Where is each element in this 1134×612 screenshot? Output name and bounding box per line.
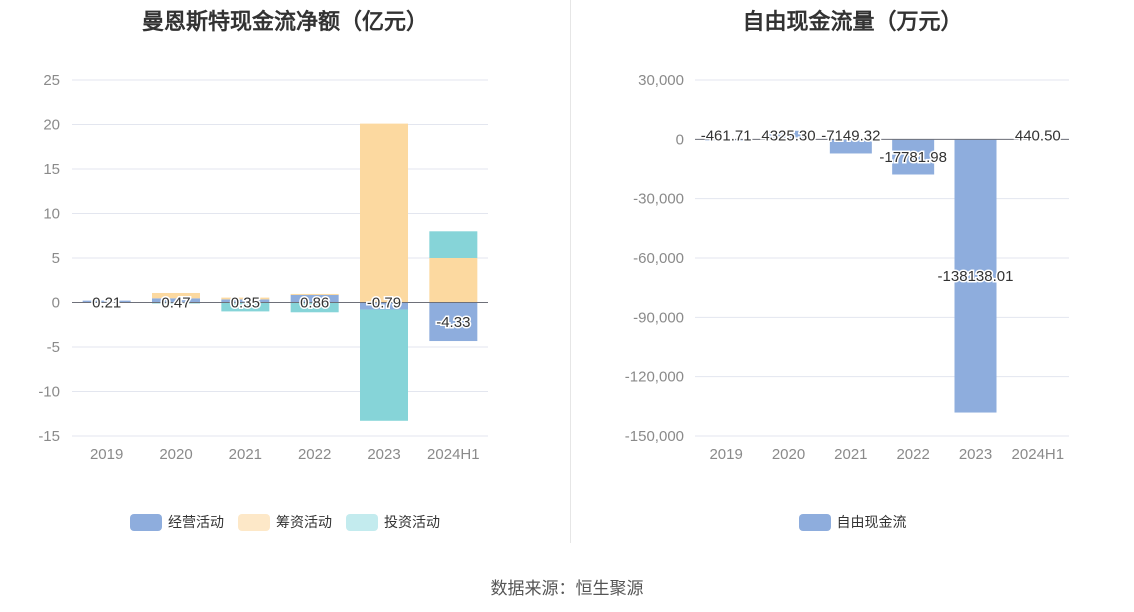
bar-2-2 (221, 302, 270, 312)
legend-swatch (346, 513, 378, 531)
legend-label: 经营活动 (168, 515, 224, 531)
cashflow-legend: 经营活动 筹资活动 投资活动 (0, 512, 570, 532)
bar-0-2 (221, 299, 270, 303)
bar-1-1 (152, 292, 200, 299)
bar-0-4 (954, 139, 997, 413)
data-label: -461.71 (701, 127, 752, 144)
cashflow-chart: 25 20 15 10 5 0 -5 -10 -15 2019 2020 2021 2022 2023 20… (38, 72, 488, 463)
x-tick-label: 2021 (229, 446, 262, 463)
panel-divider (570, 0, 571, 543)
data-label: 0.86 (300, 295, 329, 312)
legend-label: 筹资活动 (276, 515, 332, 531)
y-tick-label: -60,000 (633, 250, 684, 267)
y-tick-label: -90,000 (633, 309, 684, 326)
legend-swatch (238, 513, 270, 531)
bar-2-3 (290, 302, 339, 313)
x-tick-label: 2024H1 (427, 446, 480, 463)
x-tick-label: 2019 (90, 446, 123, 463)
bar-1-3 (290, 293, 339, 295)
x-tick-label: 2023 (367, 446, 400, 463)
data-label: 0.47 (161, 295, 190, 312)
y-tick-label: 0 (676, 131, 684, 148)
bar-0-4 (360, 302, 408, 310)
data-label: -0.79 (367, 295, 401, 312)
fcf-chart-panel: 自由现金流量（万元） 30,000 0 -30,000 -60,000 -90,000 -… (571, 0, 1134, 560)
bar-2-5 (429, 231, 478, 258)
fcf-chart-title: 自由现金流量（万元） (742, 10, 963, 35)
bar-0-2 (829, 139, 872, 154)
bar-1-4 (360, 123, 408, 303)
x-tick-label: 2021 (834, 446, 867, 463)
bar-0-3 (290, 294, 339, 303)
x-tick-label: 2024H1 (1012, 446, 1065, 463)
legend-item[interactable]: 筹资活动 (238, 512, 332, 532)
legend-item[interactable]: 经营活动 (130, 512, 224, 532)
legend-item[interactable]: 自由现金流 (798, 512, 907, 532)
y-tick-label: -10 (38, 384, 60, 401)
y-tick-label: 0 (52, 295, 60, 312)
y-tick-label: 15 (43, 161, 60, 178)
y-tick-label: 20 (43, 117, 60, 134)
x-tick-label: 2022 (896, 446, 929, 463)
y-tick-label: -120,000 (625, 369, 684, 386)
legend-label: 投资活动 (384, 515, 440, 531)
y-tick-label: 5 (52, 250, 60, 267)
legend-label: 自由现金流 (836, 515, 907, 531)
cashflow-chart-panel: 曼恩斯特现金流净额（亿元） 25 20 15 10 5 0 -5 -10 -15 2019 2020… (0, 0, 570, 560)
fcf-legend: 自由现金流 (571, 512, 1134, 532)
data-source: 数据来源：恒生聚源 (490, 579, 644, 599)
data-label: 0.21 (92, 295, 121, 312)
y-tick-label: -15 (38, 428, 60, 445)
y-tick-label: -150,000 (625, 428, 684, 445)
bar-0-1 (767, 130, 810, 140)
data-label: 440.50 (1015, 127, 1061, 144)
y-tick-label: -30,000 (633, 191, 684, 208)
x-tick-label: 2023 (959, 446, 992, 463)
y-tick-label: 30,000 (638, 72, 684, 89)
data-label: -4.33 (436, 314, 470, 331)
bar-1-5 (429, 258, 478, 303)
legend-swatch (130, 513, 162, 531)
fcf-chart: 30,000 0 -30,000 -60,000 -90,000 -120,000 -150… (625, 72, 1069, 463)
x-tick-label: 2020 (159, 446, 192, 463)
data-label: -17781.98 (879, 149, 947, 166)
data-label: 0.35 (231, 295, 260, 312)
y-tick-label: 10 (43, 206, 60, 223)
bar-0-1 (152, 298, 200, 303)
bar-1-2 (221, 297, 270, 300)
x-tick-label: 2019 (709, 446, 742, 463)
x-tick-label: 2022 (298, 446, 331, 463)
bar-0-0 (82, 300, 131, 303)
data-label: 4325.30 (761, 127, 815, 144)
legend-swatch (798, 513, 831, 531)
data-label: -138138.01 (938, 268, 1014, 285)
data-label: -7149.32 (821, 127, 880, 144)
cashflow-chart-title: 曼恩斯特现金流净额（亿元） (141, 10, 428, 35)
x-tick-label: 2020 (772, 446, 805, 463)
bar-2-4 (360, 309, 408, 421)
legend-item[interactable]: 投资活动 (346, 512, 440, 532)
bar-0-5 (429, 302, 478, 342)
y-tick-label: 25 (43, 72, 60, 89)
y-tick-label: -5 (47, 339, 60, 356)
bar-0-3 (892, 139, 935, 175)
